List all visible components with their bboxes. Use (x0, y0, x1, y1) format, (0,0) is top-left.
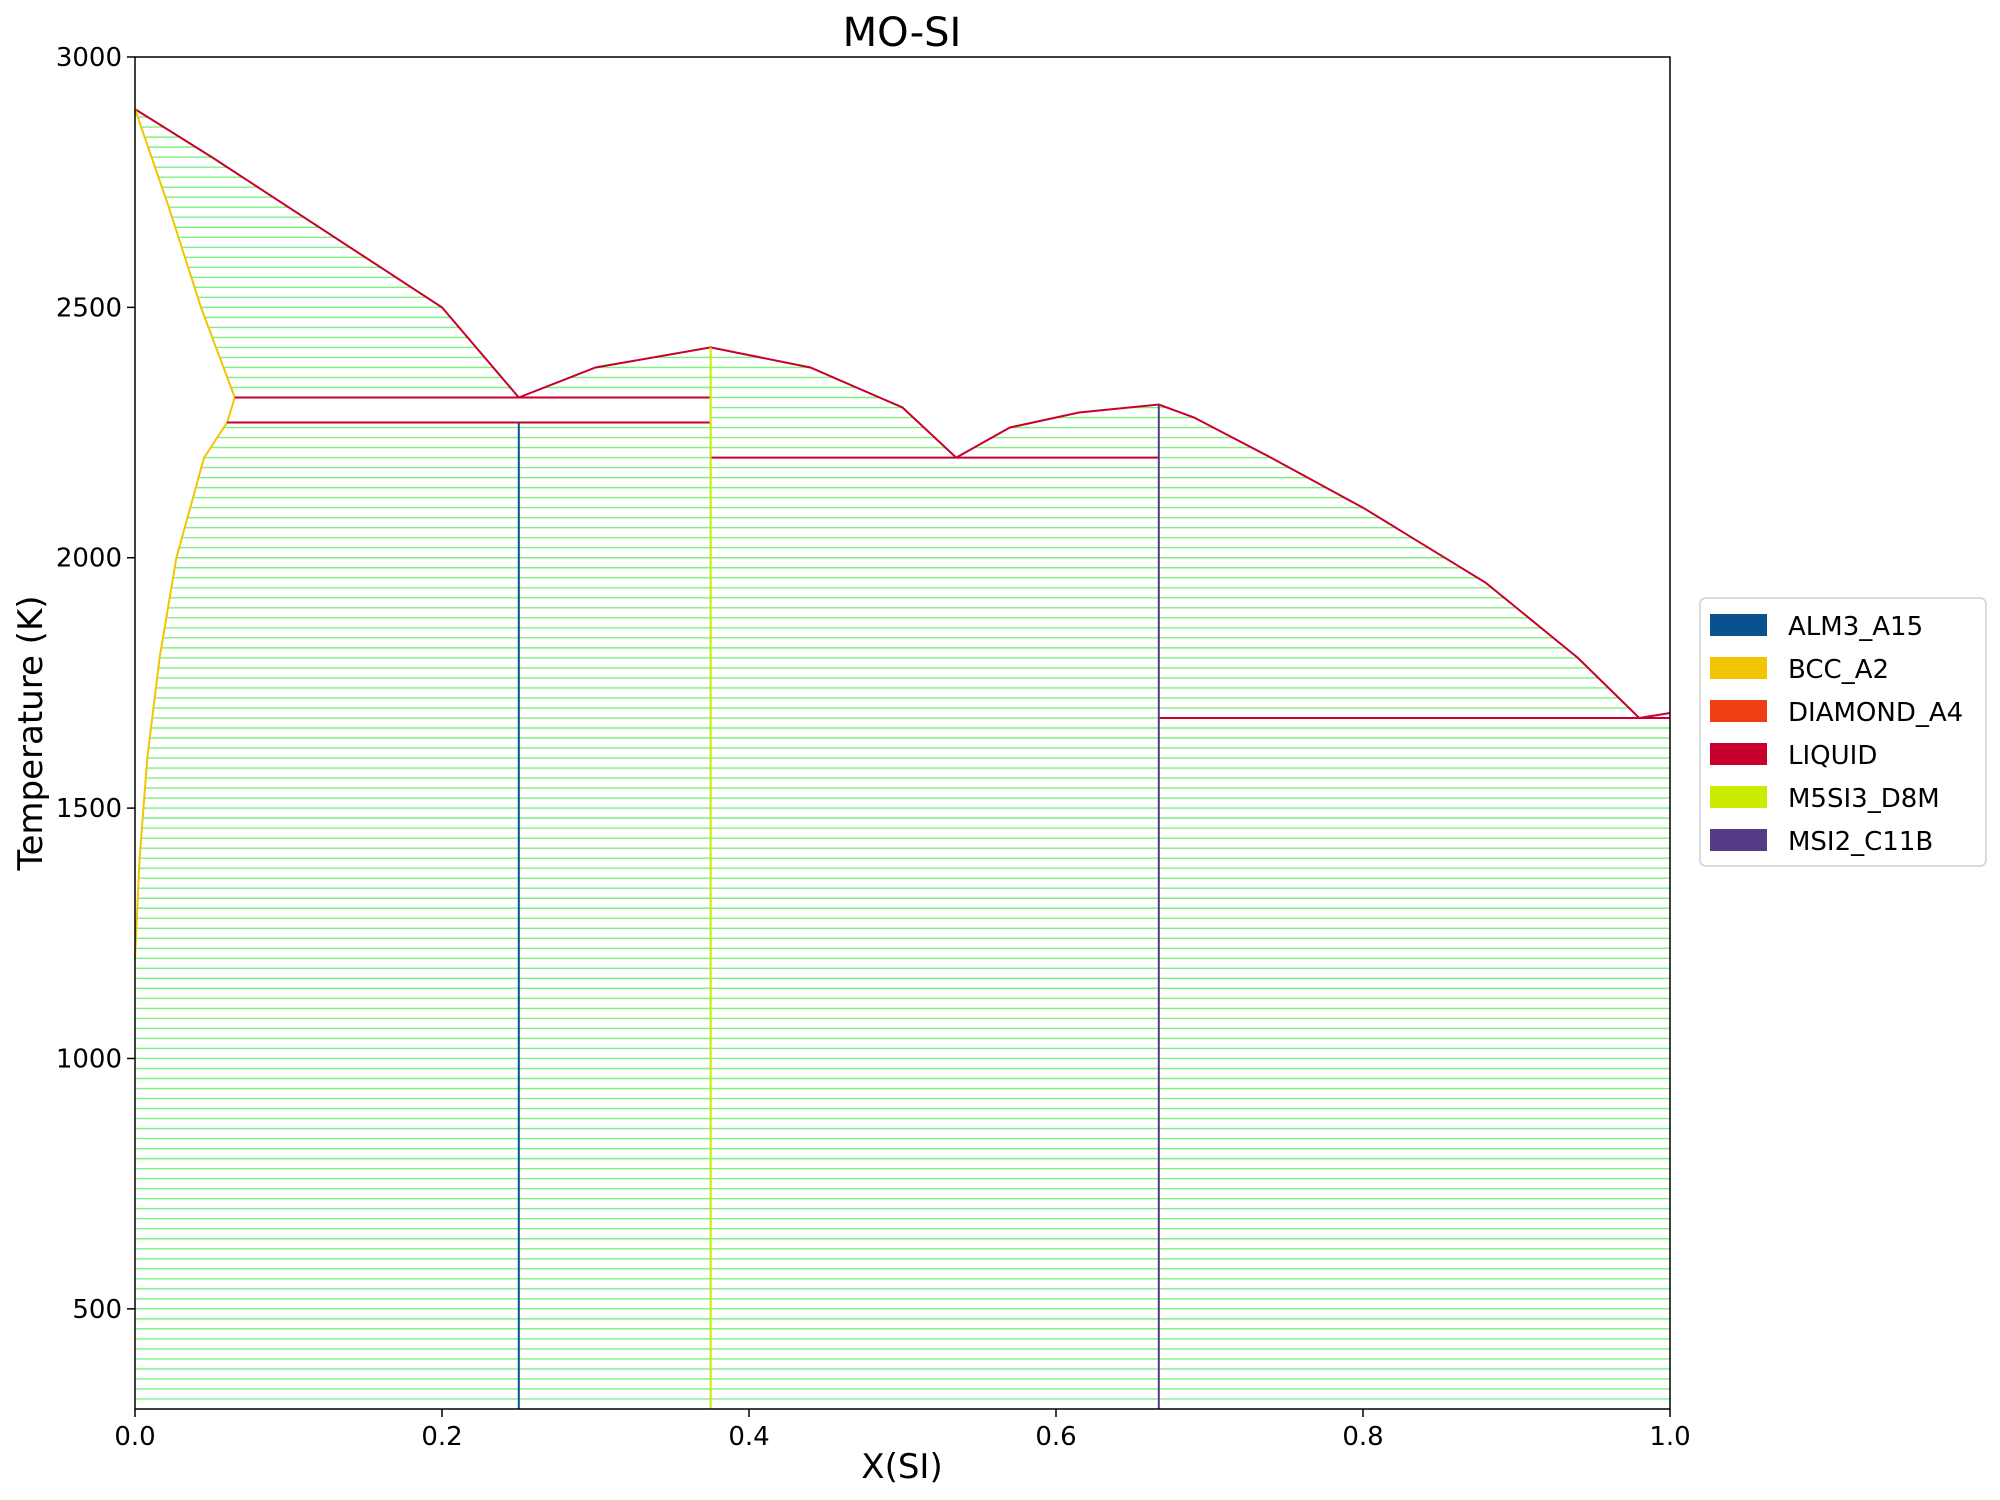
x-tick-label: 0.6 (1035, 1422, 1076, 1452)
y-tick-label: 2500 (56, 293, 122, 323)
phase-boundary-liquid (955, 403, 1671, 720)
legend-label: LIQUID (1788, 741, 1877, 771)
x-axis: 0.0 0.2 0.4 0.6 0.8 1.0 (114, 1409, 1691, 1452)
legend-swatch (1710, 614, 1767, 636)
y-tick-label: 1500 (56, 794, 122, 824)
y-tick-label: 1000 (56, 1044, 122, 1074)
y-axis-title: Temperature (K) (11, 595, 51, 871)
legend-swatch (1710, 786, 1767, 808)
y-axis: 500 1000 1500 2000 2500 3000 (56, 43, 135, 1325)
y-tick-label: 2000 (56, 544, 122, 574)
x-tick-label: 0.8 (1342, 1422, 1383, 1452)
legend-label: ALM3_A15 (1788, 612, 1923, 642)
phase-boundary-bcc-a2 (134, 108, 236, 398)
plot-frame (134, 56, 1671, 1410)
legend-swatch (1710, 829, 1767, 851)
x-axis-title: X(SI) (861, 1447, 942, 1487)
legend-label: MSI2_C11B (1788, 827, 1933, 857)
legend-swatch (1710, 743, 1767, 765)
x-tick-label: 0.4 (728, 1422, 769, 1452)
legend-label: BCC_A2 (1788, 655, 1889, 685)
legend-label: M5SI3_D8M (1788, 784, 1940, 814)
phase-boundary-bcc-a2 (134, 397, 236, 959)
phase-boundary-liquid (518, 346, 957, 459)
x-tick-label: 1.0 (1649, 1422, 1690, 1452)
legend-label: DIAMOND_A4 (1788, 698, 1963, 728)
y-tick-label: 3000 (56, 43, 122, 73)
legend-frame (1699, 597, 1987, 867)
chart-title: MO-SI (843, 10, 962, 56)
x-tick-label: 0.2 (421, 1422, 462, 1452)
legend: ALM3_A15 BCC_A2 DIAMOND_A4 LIQUID M5SI3_D8M M… (1699, 597, 1987, 867)
legend-swatch (1710, 657, 1767, 679)
y-tick-label: 500 (72, 1295, 122, 1325)
phase-boundary-group (134, 108, 1671, 1409)
tieline-group (135, 116, 1670, 1400)
legend-swatch (1710, 700, 1767, 722)
phase-boundary-liquid (134, 108, 520, 399)
x-tick-label: 0.0 (114, 1422, 155, 1452)
